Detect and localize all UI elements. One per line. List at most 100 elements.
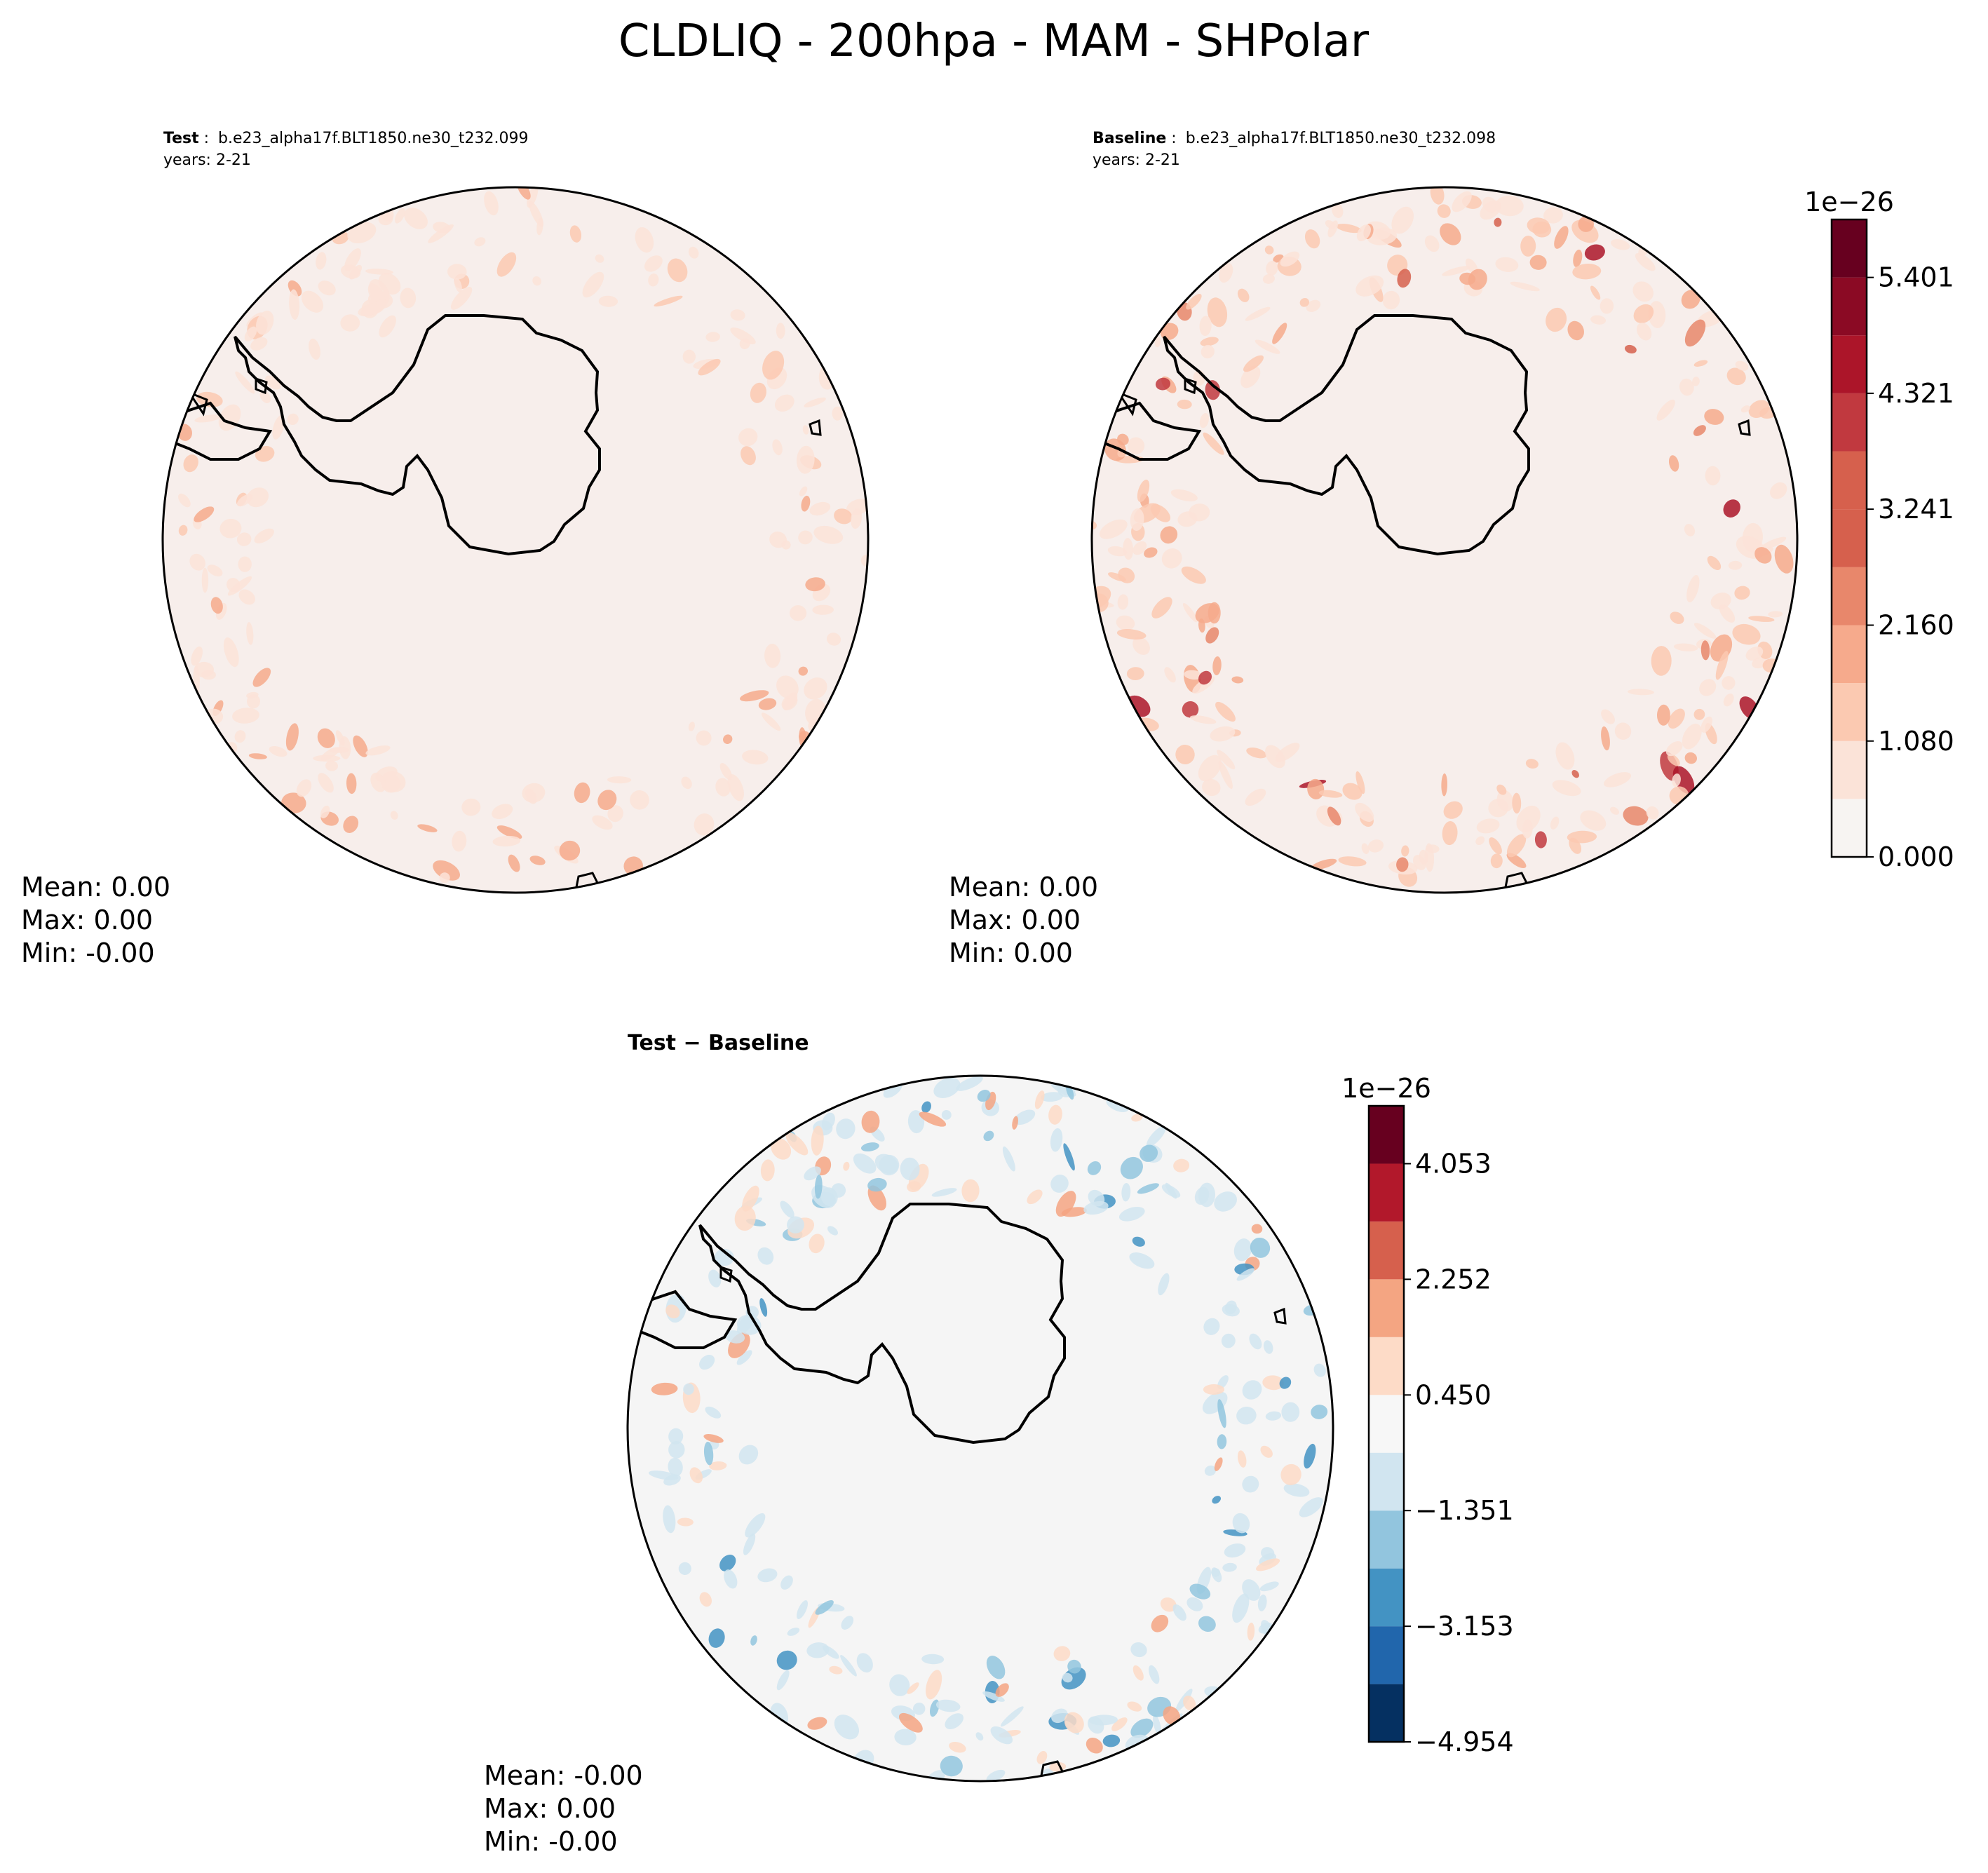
south-america-coastline bbox=[628, 1265, 738, 1349]
contour-patch bbox=[1280, 251, 1300, 267]
contour-patch bbox=[743, 1533, 756, 1555]
contour-patch bbox=[1355, 802, 1374, 822]
contour-patch bbox=[1088, 1716, 1104, 1734]
contour-patch bbox=[1182, 603, 1198, 623]
contour-patch bbox=[776, 675, 799, 699]
contour-patch bbox=[635, 226, 654, 253]
contour-patch bbox=[238, 556, 252, 572]
contour-patch bbox=[428, 224, 454, 243]
contour-patch bbox=[956, 1076, 983, 1091]
contour-patch bbox=[801, 495, 811, 512]
contour-patch bbox=[1512, 792, 1522, 814]
contour-patch bbox=[1673, 643, 1698, 651]
south-america-coastline bbox=[1092, 377, 1202, 461]
colorbar-band bbox=[1369, 1337, 1404, 1395]
contour-patch bbox=[736, 1350, 752, 1365]
contour-patch bbox=[433, 860, 460, 881]
contour-patch bbox=[1012, 1116, 1018, 1130]
contour-patch bbox=[1656, 399, 1675, 421]
contour-patch bbox=[1700, 716, 1713, 733]
contour-patch bbox=[1034, 1090, 1045, 1109]
contour-patch bbox=[648, 273, 659, 287]
contour-patch bbox=[1212, 1496, 1222, 1504]
colorbar-band bbox=[1832, 393, 1867, 452]
contour-patch bbox=[776, 323, 785, 339]
contour-patch bbox=[484, 191, 499, 216]
colorbar-tick-label: 4.053 bbox=[1415, 1148, 1492, 1179]
panel-baseline-header: Baseline : b.e23_alpha17f.BLT1850.ne30_t… bbox=[1093, 130, 1496, 147]
contour-patch bbox=[1120, 1156, 1143, 1179]
contour-patch bbox=[921, 1101, 931, 1113]
contour-patch bbox=[1590, 285, 1601, 300]
contour-patch bbox=[1250, 1237, 1271, 1258]
contour-patch bbox=[1396, 857, 1409, 872]
contour-patch bbox=[1443, 801, 1463, 819]
contour-patch bbox=[1529, 255, 1547, 270]
contour-patch bbox=[1672, 773, 1681, 787]
contour-patch bbox=[806, 1642, 830, 1658]
contour-patch bbox=[1067, 1659, 1081, 1674]
contour-patch bbox=[1186, 294, 1202, 310]
colorbar-band bbox=[1832, 683, 1867, 741]
colorbar-band bbox=[1369, 1106, 1404, 1164]
contour-patch bbox=[1183, 1696, 1196, 1711]
contour-patch bbox=[734, 1205, 756, 1231]
contour-patch bbox=[1668, 455, 1679, 472]
contour-patch bbox=[496, 252, 517, 277]
contour-patch bbox=[439, 872, 450, 884]
contour-patch bbox=[536, 217, 543, 236]
contour-patch bbox=[1123, 538, 1134, 560]
contour-patch bbox=[1207, 297, 1228, 327]
colorbar-band bbox=[1369, 1221, 1404, 1280]
contour-patch bbox=[1280, 1463, 1301, 1485]
contour-patch bbox=[677, 1517, 694, 1527]
contour-patch bbox=[1614, 722, 1632, 740]
contour-patch bbox=[272, 415, 285, 440]
contour-patch bbox=[1155, 377, 1171, 391]
contour-patch bbox=[474, 237, 486, 247]
contour-patch bbox=[1522, 819, 1533, 839]
contour-patch bbox=[814, 1175, 823, 1199]
contour-patch bbox=[1102, 1734, 1121, 1747]
contour-patch bbox=[1208, 602, 1221, 624]
contour-patch bbox=[780, 1201, 794, 1218]
contour-patch bbox=[790, 605, 807, 621]
contour-patch bbox=[1263, 1340, 1273, 1354]
contour-patch bbox=[223, 637, 239, 668]
contour-patch bbox=[1573, 249, 1583, 268]
contour-patch bbox=[688, 722, 695, 731]
colorbar-tick-label: 2.252 bbox=[1415, 1264, 1492, 1294]
diff-map-ocean bbox=[628, 1076, 1333, 1781]
contour-patch bbox=[1355, 275, 1384, 297]
contour-patch bbox=[977, 1090, 991, 1102]
contour-patch bbox=[1204, 1465, 1217, 1476]
contour-patch bbox=[246, 487, 269, 508]
contour-patch bbox=[995, 1683, 1009, 1697]
contour-patch bbox=[1121, 1183, 1131, 1202]
contour-patch bbox=[340, 314, 360, 332]
contour-patch bbox=[1442, 266, 1470, 276]
contour-patch bbox=[1554, 226, 1569, 249]
contour-patch bbox=[827, 1226, 838, 1236]
contour-patch bbox=[1656, 704, 1670, 726]
test-stat-mean: Mean: 0.00 bbox=[21, 872, 170, 902]
contour-patch bbox=[325, 760, 338, 771]
contour-patch bbox=[776, 1650, 797, 1670]
contour-patch bbox=[1203, 1384, 1224, 1395]
contour-patch bbox=[259, 390, 271, 403]
contour-patch bbox=[569, 225, 582, 243]
contour-patch bbox=[750, 382, 766, 403]
contour-patch bbox=[404, 208, 428, 229]
contour-patch bbox=[1636, 323, 1652, 341]
contour-patch bbox=[933, 1077, 961, 1098]
contour-patch bbox=[235, 371, 255, 394]
colorbar-band bbox=[1832, 277, 1867, 336]
contour-patch bbox=[1061, 1667, 1086, 1690]
colorbar-frame bbox=[1830, 218, 1868, 858]
panel-test-years: years: 2-21 bbox=[163, 151, 251, 169]
contour-patch bbox=[1745, 646, 1764, 661]
contour-patch bbox=[668, 1428, 684, 1445]
contour-patch bbox=[1552, 780, 1581, 797]
panel-diff: Test − Baseline Mean: -0.00 Max: 0.00 Mi… bbox=[484, 1031, 1514, 1857]
contour-patch bbox=[663, 1474, 681, 1486]
